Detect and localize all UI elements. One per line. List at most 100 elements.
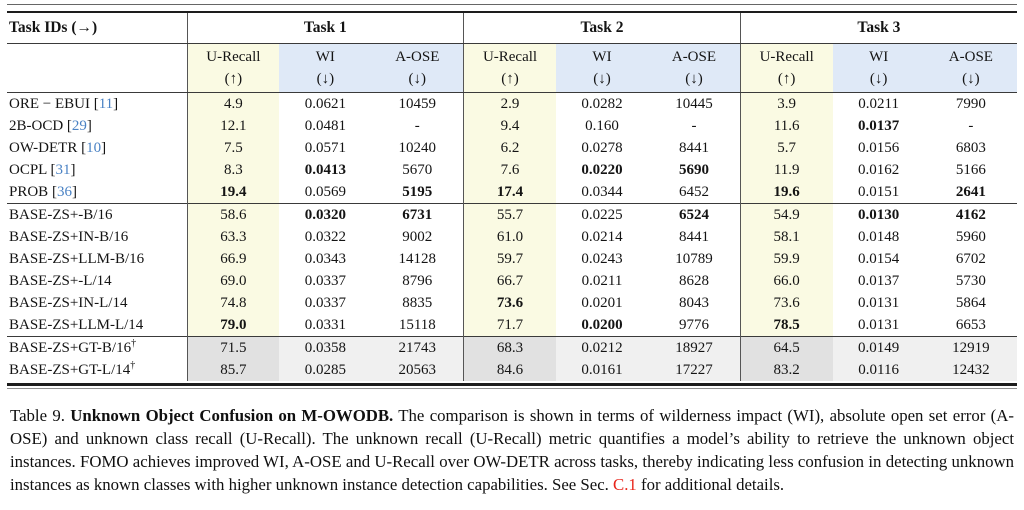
metric-header-a-ose: A-OSE (↓) — [371, 43, 464, 93]
table-cell: - — [414, 118, 420, 134]
table-cell: 9002 — [402, 229, 433, 245]
section-link[interactable]: C.1 — [613, 475, 637, 495]
table-cell: 0.0344 — [581, 184, 623, 200]
table-row: BASE-ZS+-B/16 58.6 0.0320 6731 55.7 0.0225 652… — [7, 203, 1017, 226]
table-cell: 6803 — [955, 140, 986, 156]
table-row: BASE-ZS+IN-L/14 74.8 0.0337 8835 73.6 0.0201 8… — [7, 292, 1017, 314]
table-cell: 6452 — [678, 184, 709, 200]
table-cell: 0.0116 — [832, 359, 925, 381]
table-cell: 0.0156 — [858, 140, 900, 156]
table-cell: 7990 — [955, 96, 986, 112]
table-cell: 0.0571 — [304, 140, 346, 156]
task-header-row: Task IDs (→) Task 1 Task 2 Task 3 — [7, 13, 1017, 44]
table-cell: 0.0621 — [304, 96, 346, 112]
table-cell: 0.0413 — [304, 162, 346, 178]
table-cell: 0.0151 — [858, 184, 900, 200]
table-cell: 11.9 — [739, 159, 833, 181]
table-cell: 0.0211 — [581, 273, 623, 289]
table-cell: 7.5 — [186, 137, 280, 159]
table-top-rule-thick — [7, 11, 1017, 13]
metric-header-wi: WI (↓) — [555, 43, 649, 93]
table-cell: 6653 — [955, 317, 986, 333]
table-cell: 8441 — [678, 140, 709, 156]
table-row: BASE-ZS+IN-B/16 63.3 0.0322 9002 61.0 0.0214 8… — [7, 226, 1017, 248]
table-cell: 59.9 — [739, 248, 833, 270]
citation-link[interactable]: [31] — [50, 162, 76, 178]
table-cell: 8796 — [402, 273, 433, 289]
metric-header-spacer — [7, 43, 187, 93]
table-cell: 83.2 — [739, 359, 833, 381]
table-cell: 19.4 — [186, 181, 280, 204]
table-cell: 79.0 — [186, 314, 280, 337]
table-cell: 0.0278 — [581, 140, 623, 156]
table-cell: 5960 — [955, 229, 986, 245]
table-cell: 84.6 — [463, 359, 556, 381]
table-cell: 0.0214 — [581, 229, 623, 245]
table-cell: 11.6 — [739, 115, 833, 137]
table-cell: 0.0149 — [832, 336, 925, 359]
table-cell: 58.1 — [739, 226, 833, 248]
table-row: BASE-ZS+GT-L/14† 85.7 0.0285 20563 84.6 0.016… — [7, 359, 1017, 381]
table-cell: 0.0211 — [858, 96, 899, 112]
table-row: 2B-OCD [29] 12.1 0.0481 - 9.4 0.160 - 11.6 0.013… — [7, 115, 1017, 137]
table-cell: 10789 — [675, 251, 713, 267]
table-cell: 54.9 — [739, 203, 833, 226]
table-cell: 0.0320 — [279, 203, 372, 226]
caption-title: Unknown Object Confusion on M-OWODB. — [70, 405, 394, 425]
table-cell: 0.0331 — [304, 317, 346, 333]
citation-link[interactable]: [36] — [51, 184, 77, 200]
table-cell: 17227 — [648, 359, 741, 381]
table-cell: 10445 — [675, 96, 713, 112]
row-label: BASE-ZS+-L/14 — [9, 273, 112, 289]
table-cell: 5690 — [678, 162, 709, 178]
metric-header-row: U-Recall (↑) WI (↓) A-OSE (↓) U-Recall (↑) WI (↓)… — [7, 43, 1017, 93]
table-cell: 8.3 — [186, 159, 280, 181]
table-cell: 0.0137 — [858, 118, 900, 134]
table-cell: 0.0282 — [581, 96, 623, 112]
table-row: PROB [36] 19.4 0.0569 5195 17.4 0.0344 6452 19.… — [7, 181, 1017, 204]
table-cell: 3.9 — [739, 92, 833, 115]
table-cell: 15118 — [398, 317, 436, 333]
table-cell: 0.0201 — [581, 295, 623, 311]
caption-text: The comparison is shown in terms of wild… — [10, 405, 1014, 495]
table-row: BASE-ZS+LLM-L/14 79.0 0.0331 15118 71.7 0.020… — [7, 314, 1017, 337]
citation-link[interactable]: [29] — [66, 118, 92, 134]
row-label: BASE-ZS+IN-L/14 — [9, 295, 128, 311]
table-cell: 74.8 — [186, 292, 280, 314]
task-header-1: Task 1 — [186, 13, 464, 44]
table-cell: 17.4 — [463, 181, 556, 204]
row-label: BASE-ZS+GT-L/14† — [9, 360, 136, 379]
row-label: BASE-ZS+-B/16 — [7, 203, 187, 226]
table-cell: 64.5 — [739, 336, 833, 359]
table-cell: 68.3 — [463, 336, 556, 359]
table-cell: 9.4 — [463, 115, 556, 137]
table-row: BASE-ZS+-L/14 69.0 0.0337 8796 66.7 0.0211 862… — [7, 270, 1017, 292]
metric-header-u-recall: U-Recall (↑) — [739, 43, 833, 93]
table-cell: 5730 — [955, 273, 986, 289]
paper-table-figure: Task IDs (→) Task 1 Task 2 Task 3 U-Recall (↑… — [7, 4, 1017, 495]
table-cell: 6702 — [955, 251, 986, 267]
table-cell: 66.9 — [186, 248, 280, 270]
table-cell: 4.9 — [186, 92, 280, 115]
table-cell: 0.0161 — [555, 359, 649, 381]
table-cell: 0.0137 — [858, 273, 900, 289]
table-row: BASE-ZS+LLM-B/16 66.9 0.0343 14128 59.7 0.024… — [7, 248, 1017, 270]
table-cell: 0.0148 — [858, 229, 900, 245]
metric-header-a-ose: A-OSE (↓) — [648, 43, 741, 93]
table-cell: 9776 — [678, 317, 709, 333]
metric-header-u-recall: U-Recall (↑) — [463, 43, 556, 93]
table-cell: 0.0337 — [304, 295, 346, 311]
table-cell: 0.0154 — [858, 251, 900, 267]
row-label: BASE-ZS+IN-B/16 — [9, 229, 129, 245]
table-cell: 14128 — [398, 251, 437, 267]
table-cell: 0.0337 — [304, 273, 346, 289]
table-cell: - — [691, 118, 697, 134]
table-cell: 0.0130 — [832, 203, 925, 226]
table-cell: 5670 — [402, 162, 433, 178]
citation-link[interactable]: [11] — [93, 96, 119, 112]
corner-header: Task IDs (→) — [7, 13, 187, 44]
table-cell: - — [968, 118, 974, 134]
citation-link[interactable]: [10] — [81, 140, 107, 156]
results-table: Task IDs (→) Task 1 Task 2 Task 3 U-Recall (↑… — [7, 13, 1017, 381]
table-cell: 0.0131 — [858, 295, 900, 311]
